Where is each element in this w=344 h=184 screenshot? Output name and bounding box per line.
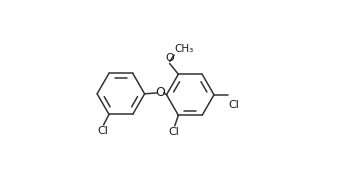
Text: Cl: Cl — [229, 100, 239, 110]
Text: Cl: Cl — [169, 127, 180, 137]
Text: Cl: Cl — [97, 126, 108, 136]
Text: O: O — [155, 86, 165, 99]
Text: O: O — [165, 53, 174, 63]
Text: CH₃: CH₃ — [174, 44, 194, 54]
